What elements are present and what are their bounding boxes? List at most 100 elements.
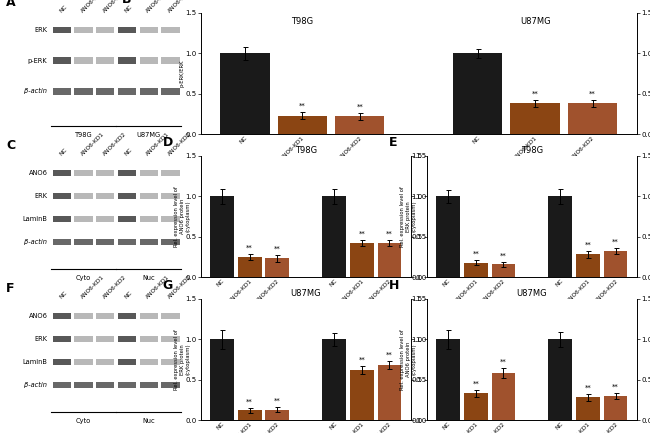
Bar (74, 239, 92, 245)
Bar (350, 243, 374, 277)
Text: **: ** (473, 251, 479, 257)
Bar (491, 264, 515, 277)
Bar (74, 26, 92, 33)
Bar (140, 359, 158, 365)
Bar (96, 313, 114, 319)
Bar (140, 26, 158, 33)
Bar (265, 259, 289, 277)
Bar (576, 255, 600, 277)
Text: ERK: ERK (34, 336, 47, 342)
Text: NC: NC (58, 148, 68, 157)
Bar (53, 193, 71, 199)
Bar (118, 239, 136, 245)
Bar (74, 170, 92, 176)
Text: NC: NC (58, 5, 68, 14)
Bar (161, 193, 179, 199)
Text: **: ** (246, 399, 253, 405)
Bar (74, 193, 92, 199)
Bar (464, 393, 488, 420)
Bar (74, 359, 92, 365)
Bar (74, 336, 92, 342)
Text: ANO6-KD1: ANO6-KD1 (145, 0, 170, 14)
Bar (118, 336, 136, 342)
Text: **: ** (299, 103, 305, 109)
Title: T98G: T98G (294, 146, 317, 155)
Text: ERK: ERK (34, 193, 47, 199)
Text: LaminB: LaminB (23, 359, 47, 365)
Bar (140, 336, 158, 342)
Bar (350, 370, 374, 420)
Y-axis label: Rel. expression level of
ERK protein
(nucleus): Rel. expression level of ERK protein (nu… (429, 329, 446, 390)
Bar (238, 257, 261, 277)
Text: **: ** (473, 381, 479, 387)
Text: ANO6-KD1: ANO6-KD1 (80, 275, 105, 300)
Bar (118, 88, 136, 95)
Bar (464, 262, 488, 277)
Bar (53, 381, 71, 388)
Bar (161, 381, 179, 388)
Text: ANO6-KD2: ANO6-KD2 (101, 0, 127, 14)
Text: LaminB: LaminB (23, 216, 47, 222)
Text: B: B (122, 0, 131, 6)
Bar (140, 216, 158, 222)
Bar (53, 336, 71, 342)
Text: ANO6-KD2: ANO6-KD2 (167, 275, 192, 300)
Bar (453, 53, 502, 134)
Text: **: ** (532, 91, 539, 97)
Bar (118, 57, 136, 64)
Bar (549, 196, 572, 277)
Text: β-actin: β-actin (24, 88, 47, 94)
Bar (74, 57, 92, 64)
Bar (161, 336, 179, 342)
Bar (436, 339, 460, 420)
Bar (96, 88, 114, 95)
Bar (238, 410, 261, 420)
Y-axis label: Rel. expression level of
ANO6 protein
(nucleus): Rel. expression level of ANO6 protein (n… (429, 186, 446, 247)
Bar (118, 313, 136, 319)
Text: ANO6-KD1: ANO6-KD1 (80, 132, 105, 157)
Text: T98G: T98G (291, 16, 313, 26)
Text: **: ** (612, 239, 619, 245)
Y-axis label: Rel. expression level of
ANO6 protein
(cytoplasm): Rel. expression level of ANO6 protein (c… (174, 186, 190, 247)
Text: Cyto: Cyto (76, 417, 91, 423)
Bar (140, 239, 158, 245)
Text: **: ** (500, 359, 507, 365)
Bar (53, 170, 71, 176)
Bar (74, 88, 92, 95)
Bar (96, 336, 114, 342)
Bar (604, 251, 627, 277)
Bar (335, 116, 384, 134)
Bar (53, 88, 71, 95)
Text: U87MG: U87MG (136, 132, 161, 138)
Bar (161, 359, 179, 365)
Bar (96, 170, 114, 176)
Bar (210, 339, 234, 420)
Bar (96, 359, 114, 365)
Text: **: ** (589, 91, 596, 97)
Text: ANO6: ANO6 (29, 313, 47, 319)
Bar (161, 88, 179, 95)
Bar (568, 103, 617, 134)
Bar (74, 216, 92, 222)
Text: NC: NC (124, 148, 133, 157)
Text: ANO6-KD2: ANO6-KD2 (101, 275, 127, 300)
Text: **: ** (356, 104, 363, 110)
Text: **: ** (386, 231, 393, 237)
Bar (510, 103, 560, 134)
Text: **: ** (246, 244, 253, 250)
Text: **: ** (500, 252, 507, 259)
Bar (161, 26, 179, 33)
Bar (140, 193, 158, 199)
Bar (118, 359, 136, 365)
Bar (549, 339, 572, 420)
Text: **: ** (584, 242, 592, 248)
Text: C: C (6, 139, 15, 152)
Text: ANO6-KD2: ANO6-KD2 (167, 0, 192, 14)
Bar (161, 216, 179, 222)
Bar (53, 26, 71, 33)
Title: T98G: T98G (521, 146, 543, 155)
Text: p-ERK: p-ERK (28, 58, 47, 64)
Text: ANO6-KD1: ANO6-KD1 (80, 0, 105, 14)
Text: Nuc: Nuc (142, 417, 155, 423)
Bar (378, 365, 401, 420)
